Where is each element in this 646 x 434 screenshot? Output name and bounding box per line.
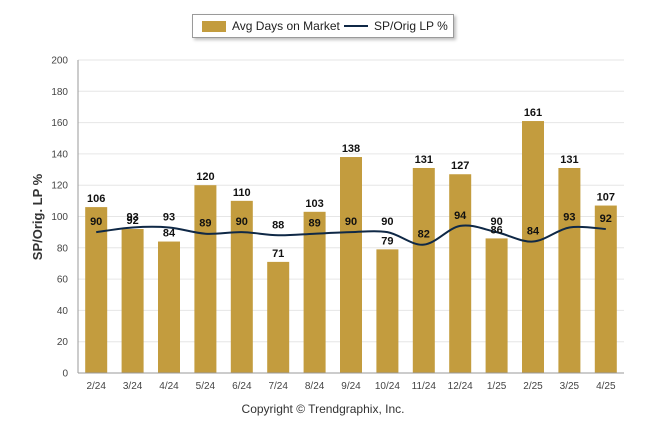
line-value-label: 93 xyxy=(126,211,138,223)
x-tick-label: 3/25 xyxy=(560,381,580,392)
bar xyxy=(230,200,253,373)
x-tick-label: 2/24 xyxy=(86,381,106,392)
line-value-label: 90 xyxy=(490,216,502,228)
line-path xyxy=(96,224,606,246)
bar xyxy=(121,229,144,373)
bar xyxy=(85,207,108,373)
bar-value-label: 110 xyxy=(233,187,251,199)
bar-value-label: 92 xyxy=(126,215,138,227)
line-value-label: 88 xyxy=(272,219,284,231)
bar-value-label: 131 xyxy=(560,154,578,166)
line-value-label: 89 xyxy=(199,218,211,230)
bar-value-label: 71 xyxy=(272,248,284,260)
y-tick-label: 140 xyxy=(51,149,68,160)
x-tick-label: 10/24 xyxy=(375,381,400,392)
legend-bar-label: Avg Days on Market xyxy=(232,19,340,33)
data-labels: 106 92 84 120 110 71 103 138 79 131 127 86 161 131 107… xyxy=(87,107,615,260)
line-value-label: 90 xyxy=(381,216,393,228)
bar-value-label: 79 xyxy=(381,235,393,247)
x-tick-label: 7/24 xyxy=(268,381,288,392)
x-tick-label: 4/24 xyxy=(159,381,179,392)
x-tick-label: 2/25 xyxy=(523,381,543,392)
axes: 0 20 40 60 80 100 120 140 160 180 200 2/24 3/24 4/24 5… xyxy=(51,56,624,392)
x-tick-label: 9/24 xyxy=(341,381,361,392)
legend-bar-swatch xyxy=(202,21,226,32)
line-value-label: 94 xyxy=(454,210,467,222)
line-series xyxy=(96,224,606,246)
x-tick-label: 12/24 xyxy=(448,381,473,392)
y-axis-label: SP/Orig. LP % xyxy=(30,173,45,260)
legend-line-label: SP/Orig LP % xyxy=(374,19,448,33)
bar xyxy=(412,167,435,373)
copyright-text: Copyright © Trendgraphix, Inc. xyxy=(241,402,405,416)
legend: Avg Days on Market SP/Orig LP % xyxy=(192,14,454,38)
bar-value-label: 103 xyxy=(305,198,323,210)
y-tick-label: 180 xyxy=(51,87,68,98)
y-tick-label: 60 xyxy=(57,275,69,286)
line-value-label: 82 xyxy=(418,229,430,241)
bar-value-label: 86 xyxy=(490,224,502,236)
line-value-label: 93 xyxy=(563,211,575,223)
x-tick-label: 4/25 xyxy=(596,381,616,392)
line-value-label: 92 xyxy=(600,213,612,225)
y-tick-label: 100 xyxy=(51,212,68,223)
bar-value-label: 84 xyxy=(163,228,176,240)
bar-value-label: 161 xyxy=(524,107,542,119)
line-value-label: 90 xyxy=(90,216,102,228)
bar-value-label: 106 xyxy=(87,193,105,205)
bar xyxy=(449,174,472,373)
x-tick-label: 3/24 xyxy=(123,381,143,392)
bar-value-label: 120 xyxy=(196,171,214,183)
bar-value-label: 138 xyxy=(342,143,360,155)
bar xyxy=(522,121,544,373)
line-value-label: 90 xyxy=(345,216,357,228)
legend-line-swatch xyxy=(344,25,368,27)
bar xyxy=(558,167,581,373)
bar xyxy=(194,185,217,373)
bar-value-label: 107 xyxy=(597,192,615,204)
bar-value-label: 131 xyxy=(415,154,433,166)
bar xyxy=(158,241,180,373)
bar xyxy=(376,249,399,373)
x-tick-label: 5/24 xyxy=(196,381,216,392)
x-tick-label: 6/24 xyxy=(232,381,252,392)
y-tick-label: 40 xyxy=(57,306,69,317)
x-tick-label: 1/25 xyxy=(487,381,507,392)
bar xyxy=(340,157,362,373)
line-value-label: 89 xyxy=(308,218,320,230)
bar xyxy=(594,205,617,373)
bar xyxy=(267,261,290,373)
y-tick-label: 0 xyxy=(62,369,68,380)
y-tick-label: 20 xyxy=(57,337,69,348)
x-tick-label: 11/24 xyxy=(412,381,437,392)
x-tick-label: 8/24 xyxy=(305,381,325,392)
y-tick-label: 120 xyxy=(51,181,68,192)
y-tick-label: 200 xyxy=(51,56,68,67)
y-tick-label: 80 xyxy=(57,243,69,254)
line-value-label: 84 xyxy=(527,226,540,238)
bar xyxy=(303,211,326,373)
bar-value-label: 127 xyxy=(451,160,469,172)
bar xyxy=(485,238,508,373)
line-value-label: 93 xyxy=(163,211,175,223)
line-value-label: 90 xyxy=(236,216,248,228)
bar-series xyxy=(85,121,617,373)
y-tick-label: 160 xyxy=(51,118,68,129)
